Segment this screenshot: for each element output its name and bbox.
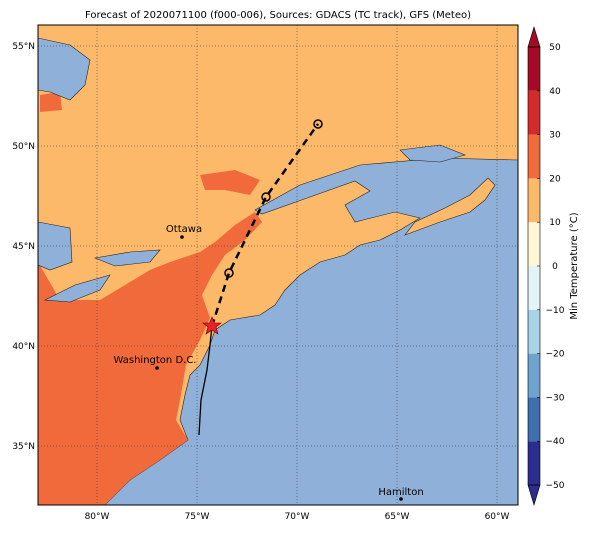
colorbar-extend: [527, 25, 541, 48]
colorbar-tick-label: −50: [546, 481, 565, 491]
warm-patch: [40, 92, 62, 112]
track-point: [313, 119, 323, 129]
colorbar-tick-label: 0: [552, 262, 558, 272]
lon-tick-label: 65°W: [385, 512, 410, 522]
colorbar-tick-label: −40: [546, 437, 565, 447]
lake: [38, 221, 73, 271]
hudson-bay: [38, 37, 91, 101]
track-forecast: [210, 123, 320, 327]
map-title: Forecast of 2020071100 (f000-006), Sourc…: [85, 10, 471, 21]
city-dot: [180, 235, 184, 239]
lat-tick-label: 40°N: [12, 342, 35, 352]
colorbar-tick-label: 50: [549, 43, 561, 53]
colorbar-tick-label: 20: [549, 174, 561, 184]
colorbar-segment: [528, 90, 540, 135]
city-label: Ottawa: [166, 224, 202, 235]
colorbar: −50 −40 −30 −20 −10 0 10 20 30 40 50: [527, 25, 565, 507]
track-point: [261, 192, 271, 202]
graticule: [38, 25, 518, 505]
lon-tick-label: 75°W: [185, 512, 210, 522]
colorbar-segment: [528, 47, 540, 91]
colorbar-segment: [528, 353, 540, 398]
colorbar-tick-label: −20: [546, 350, 565, 360]
city-label: Washington D.C.: [114, 355, 197, 366]
nova-scotia: [404, 177, 496, 236]
lon-tick-label: 70°W: [285, 512, 310, 522]
colorbar-segment: [528, 178, 540, 223]
colorbar-segment: [528, 222, 540, 266]
map-frame: [37, 24, 519, 506]
city-dot: [155, 366, 159, 370]
colorbar-segment: [528, 441, 540, 485]
warm-patch: [200, 170, 260, 195]
lake: [399, 144, 466, 163]
colorbar-tick-label: 30: [549, 131, 561, 141]
lon-tick-label: 60°W: [485, 512, 510, 522]
lat-tick-label: 35°N: [12, 442, 35, 452]
colorbar-label: Min Temperature (°C): [569, 212, 580, 319]
track-point: [224, 268, 234, 278]
city-label: Hamilton: [378, 487, 423, 498]
lat-tick-label: 55°N: [12, 42, 35, 52]
colorbar-tick-label: 40: [549, 87, 561, 97]
colorbar-segment: [528, 309, 540, 354]
colorbar-tick-label: −10: [546, 306, 565, 316]
colorbar-tick-label: 10: [549, 218, 561, 228]
storm-position: [202, 316, 222, 335]
lake: [93, 249, 161, 267]
lat-tick-label: 50°N: [12, 142, 35, 152]
track-history: [198, 325, 213, 436]
lake: [43, 274, 111, 303]
warm-region: [38, 212, 262, 505]
colorbar-segment: [528, 397, 540, 442]
colorbar-extend: [527, 484, 541, 507]
map-area: Ottawa Washington D.C. Hamilton: [38, 25, 518, 505]
colorbar-tick-label: −30: [546, 393, 565, 403]
lat-tick-label: 45°N: [12, 242, 35, 252]
city-dot: [399, 497, 403, 501]
colorbar-segment: [528, 266, 540, 310]
colorbar-segment: [528, 134, 540, 179]
lon-tick-label: 80°W: [85, 512, 110, 522]
